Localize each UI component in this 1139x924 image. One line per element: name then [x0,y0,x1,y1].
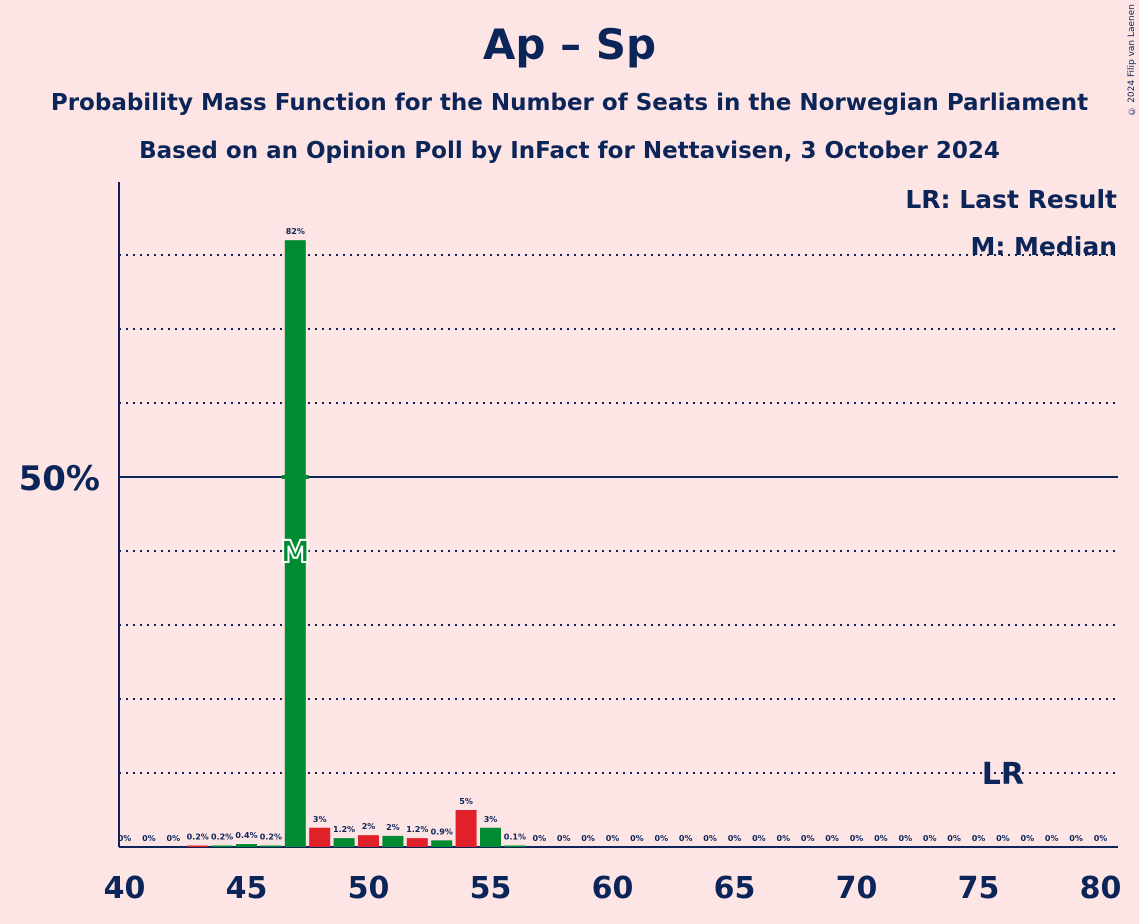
bar-label-seat-43: 0.2% [187,833,209,842]
bar-seat-43 [187,845,209,847]
bar-label-seat-41: 0% [142,834,156,843]
y-tick-label: 50% [19,459,100,499]
bar-seat-55 [480,827,501,847]
bar-label-seat-45: 0.4% [235,831,257,840]
x-tick-label: 60 [592,871,634,906]
chart-subtitle-source: Based on an Opinion Poll by InFact for N… [139,138,1000,164]
bar-label-seat-77: 0% [1021,834,1035,843]
x-tick-label: 40 [104,871,146,906]
median-marker: M [280,535,310,570]
x-tick-label: 80 [1080,871,1122,906]
bar-label-seat-78: 0% [1045,834,1059,843]
bar-label-seat-63: 0% [679,834,693,843]
chart-subtitle: Probability Mass Function for the Number… [50,90,1089,116]
x-tick-label: 65 [714,871,756,906]
bar-label-seat-76: 0% [996,834,1010,843]
bar-seat-56 [504,845,526,847]
bar-label-seat-55: 3% [484,815,498,824]
bar-seat-48 [309,827,331,847]
bar-label-seat-60: 0% [606,834,620,843]
bar-label-seat-61: 0% [630,834,644,843]
x-tick-label: 55 [470,871,512,906]
bar-label-seat-67: 0% [777,834,791,843]
bar-label-seat-75: 0% [972,834,986,843]
bar-label-seat-62: 0% [655,834,669,843]
x-tick-label: 75 [958,871,1000,906]
bar-label-seat-54: 5% [459,797,473,806]
bar-label-seat-73: 0% [923,834,937,843]
legend-last-result: LR: Last Result [905,185,1117,214]
bar-label-seat-66: 0% [752,834,766,843]
bar-label-seat-46: 0.2% [260,833,282,842]
chart-title: Ap – Sp [482,20,657,69]
bar-label-seat-51: 2% [386,823,400,832]
median-line-gap [281,475,309,479]
bar-label-seat-58: 0% [557,834,571,843]
bar-label-seat-42: 0% [167,834,181,843]
bar-label-seat-48: 3% [313,815,327,824]
last-result-marker: LR [982,757,1024,792]
bar-label-seat-47: 82% [286,227,305,236]
bar-seat-44 [211,845,233,847]
bar-label-seat-56: 0.1% [504,833,526,842]
bar-seat-53 [431,840,453,847]
bar-label-seat-69: 0% [825,834,839,843]
bar-seat-51 [382,835,404,847]
bar-label-seat-53: 0.9% [431,827,453,836]
bar-label-seat-72: 0% [899,834,913,843]
bar-label-seat-79: 0% [1069,834,1083,843]
bar-label-seat-44: 0.2% [211,833,233,842]
bar-label-seat-40: 0% [118,834,132,843]
legend-median: M: Median [970,232,1117,261]
x-tick-label: 70 [836,871,878,906]
bar-label-seat-50: 2% [362,822,376,831]
bar-seat-45 [236,844,257,847]
bar-label-seat-64: 0% [703,834,717,843]
bar-seat-50 [358,835,379,847]
bar-label-seat-80: 0% [1094,834,1108,843]
bar-label-seat-59: 0% [581,834,595,843]
bar-seat-49 [333,838,355,847]
bar-label-seat-74: 0% [947,834,961,843]
bar-seat-47 [284,240,306,847]
bar-label-seat-71: 0% [874,834,888,843]
bar-label-seat-52: 1.2% [406,825,428,834]
bar-seat-46 [260,845,282,847]
bar-label-seat-65: 0% [728,834,742,843]
bar-seat-54 [455,810,477,847]
bar-label-seat-49: 1.2% [333,825,355,834]
x-tick-label: 45 [226,871,268,906]
bar-seat-52 [406,838,428,847]
x-tick-label: 50 [348,871,390,906]
bar-label-seat-57: 0% [533,834,547,843]
bar-label-seat-70: 0% [850,834,864,843]
bar-label-seat-68: 0% [801,834,815,843]
